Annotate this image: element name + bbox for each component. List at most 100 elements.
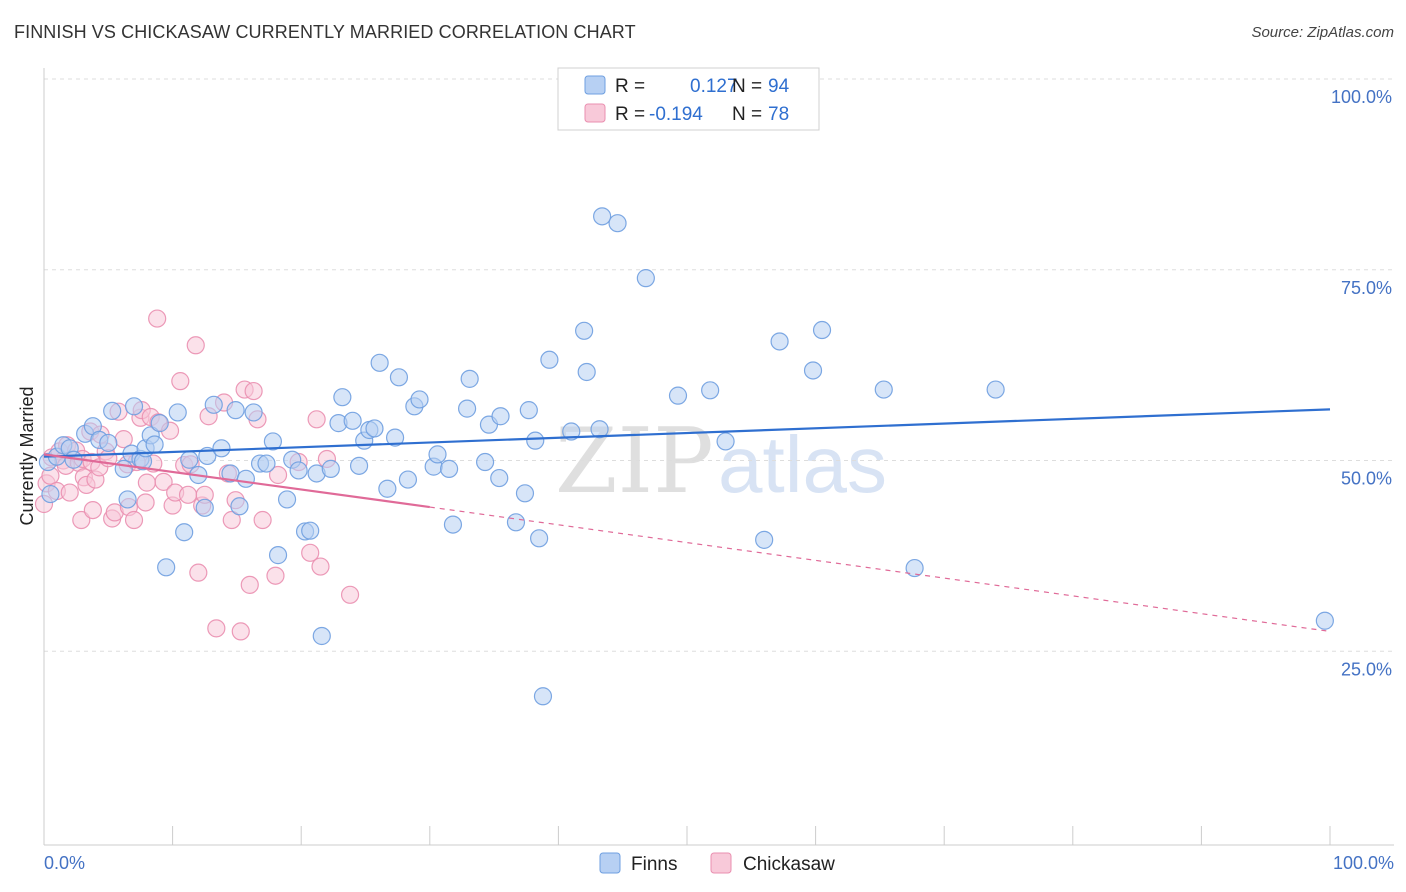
finns-point-45 [312, 626, 331, 646]
finns-point-82 [593, 207, 612, 226]
chickasaw-point-56 [222, 510, 241, 530]
chickasaw-point-60 [240, 575, 259, 594]
finns-point-21 [157, 558, 176, 577]
y-tick-label-50: 50.0% [1341, 469, 1392, 489]
finns-point-86 [701, 381, 720, 400]
bottom-legend-label-chickasaw: Chickasaw [743, 854, 835, 875]
chickasaw-point-46 [178, 485, 198, 504]
chickasaw-point-44 [171, 372, 190, 391]
chickasaw-point-40 [154, 472, 173, 491]
finns-point-93 [905, 558, 924, 578]
finns-points [38, 207, 1334, 706]
finns-point-46 [321, 459, 340, 478]
chickasaw-trend-line [43, 453, 430, 509]
finns-point-67 [475, 452, 495, 472]
chickasaw-point-69 [311, 557, 330, 576]
legend-finns-r-label: R = [615, 76, 645, 97]
legend-finns-r-value: 0.127 [690, 76, 738, 97]
finns-point-48 [333, 388, 352, 407]
finns-point-34 [244, 403, 263, 422]
finns-point-76 [533, 687, 553, 706]
finns-point-39 [277, 490, 297, 509]
legend-swatch-finns [584, 75, 606, 95]
finns-point-80 [577, 362, 596, 382]
x-tick-label-left: 0.0% [44, 853, 85, 873]
finns-point-24 [180, 450, 199, 469]
gridlines [44, 78, 1394, 652]
chickasaw-point-18 [83, 500, 102, 520]
finns-point-91 [812, 320, 832, 340]
chickasaw-point-12 [72, 510, 91, 530]
chart-title: FINNISH VS CHICKASAW CURRENTLY MARRIED C… [14, 22, 636, 42]
chickasaw-point-68 [307, 410, 326, 429]
finns-point-65 [457, 399, 477, 418]
finns-point-70 [491, 407, 510, 426]
legend-chickasaw-r-value: -0.194 [649, 104, 703, 125]
finns-point-95 [1315, 611, 1334, 630]
finns-point-37 [263, 432, 283, 451]
source-credit: Source: ZipAtlas.com [1251, 24, 1394, 41]
bottom-legend-swatch-finns [599, 852, 621, 874]
finns-point-12 [118, 490, 137, 509]
finns-trend-line [43, 408, 1331, 458]
chickasaw-point-30 [124, 510, 144, 530]
finns-point-28 [204, 395, 223, 414]
finns-point-90 [803, 361, 823, 380]
chickasaw-point-67 [301, 543, 320, 562]
chickasaw-point-61 [244, 381, 263, 401]
finns-point-11 [114, 459, 133, 478]
finns-point-92 [874, 380, 893, 399]
finns-point-14 [124, 397, 144, 416]
watermark-atlas: atlas [718, 420, 887, 509]
chickasaw-point-64 [266, 566, 285, 585]
chickasaw-point-34 [136, 493, 155, 512]
finns-point-84 [636, 269, 655, 288]
legend-chickasaw-n-value: 78 [768, 104, 789, 125]
finns-point-83 [608, 214, 627, 233]
finns-point-9 [99, 433, 118, 453]
finns-point-53 [365, 419, 384, 438]
finns-point-56 [385, 428, 405, 447]
finns-point-41 [289, 461, 308, 480]
finns-point-57 [389, 368, 409, 387]
finns-point-36 [257, 454, 276, 473]
finns-point-87 [716, 432, 735, 451]
watermark: ZIP atlas [555, 409, 887, 514]
finns-point-78 [562, 422, 581, 441]
finns-point-1 [41, 484, 60, 504]
finns-point-77 [540, 350, 559, 369]
finns-point-10 [103, 401, 122, 421]
finns-point-54 [370, 353, 389, 372]
finns-point-26 [195, 498, 214, 517]
chickasaw-point-35 [137, 473, 156, 492]
chickasaw-point-49 [189, 563, 208, 582]
watermark-zip: ZIP [555, 409, 714, 514]
series-legend: Finns Chickasaw [599, 852, 835, 875]
y-tick-label-100: 100.0% [1331, 87, 1392, 107]
y-tick-label-25: 25.0% [1341, 659, 1392, 679]
finns-point-33 [236, 469, 256, 488]
y-tick-labels: 100.0% 75.0% 50.0% 25.0% [1331, 87, 1392, 679]
finns-point-19 [145, 435, 164, 454]
finns-point-62 [428, 445, 447, 464]
finns-point-69 [490, 468, 509, 488]
finns-point-58 [398, 470, 418, 489]
chickasaw-point-38 [148, 309, 167, 328]
chickasaw-point-71 [340, 585, 360, 604]
finns-point-66 [460, 369, 479, 388]
finns-point-38 [268, 546, 288, 565]
bottom-legend-swatch-chickasaw [710, 852, 732, 874]
finns-point-60 [410, 390, 429, 409]
chickasaw-point-65 [268, 465, 288, 485]
x-axis-ticks [172, 826, 1331, 845]
finns-point-94 [986, 380, 1005, 399]
finns-point-85 [668, 386, 688, 405]
finns-point-29 [212, 439, 231, 458]
finns-point-79 [575, 321, 594, 340]
finns-point-88 [755, 530, 774, 549]
bottom-legend-label-finns: Finns [631, 854, 677, 875]
x-tick-label-right: 100.0% [1333, 853, 1394, 873]
finns-point-81 [590, 420, 609, 439]
finns-point-49 [343, 411, 362, 430]
